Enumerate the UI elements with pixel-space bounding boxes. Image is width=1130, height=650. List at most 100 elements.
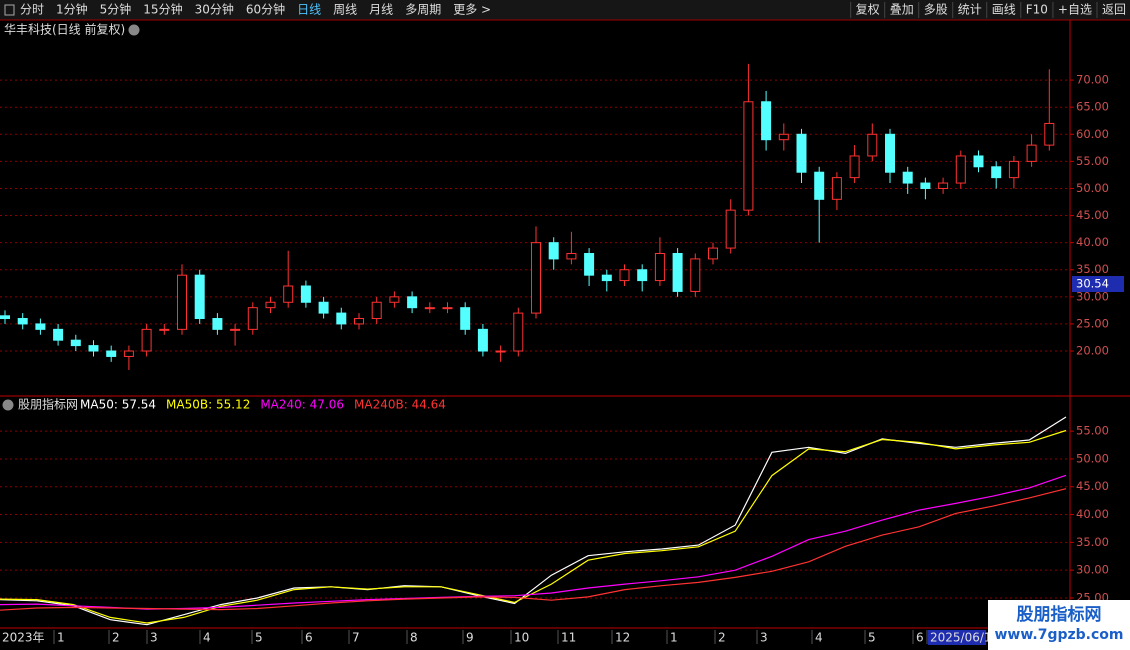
candle-body [1008,160,1019,179]
y-tick-label: 65.00 [1076,100,1109,114]
candle-body [991,166,1002,179]
toolbar-button[interactable]: 多股 [924,3,948,17]
candle-body [548,242,559,260]
candle-body [159,328,170,331]
candle-body [566,252,577,260]
y-tick-label: 35.00 [1076,535,1109,549]
toolbar-button[interactable]: 30分钟 [195,2,234,17]
x-tick-label: 1 [57,631,65,645]
toolbar-button[interactable]: F10 [1026,3,1048,17]
y-tick-label: 35.00 [1076,262,1109,276]
candle-body [371,301,382,320]
y-tick-label: 50.00 [1076,451,1109,465]
toolbar-button[interactable]: 更多 > [453,3,491,17]
y-tick-label: 55.00 [1076,424,1109,438]
candle-body [460,307,471,330]
toolbar-button[interactable]: 画线 [992,3,1016,17]
legend-entry: MA50: 57.54 [80,398,156,412]
toolbar-button[interactable]: 月线 [369,3,393,17]
toolbar-button[interactable]: 复权 [856,3,880,17]
toolbar-button[interactable]: 返回 [1102,3,1126,17]
x-tick-label: 3 [760,631,768,645]
toolbar-button[interactable]: 分时 [20,3,44,17]
x-tick-label: 6 [305,631,313,645]
x-tick-label: 2 [718,631,726,645]
toolbar-button[interactable]: 1分钟 [56,2,88,17]
x-tick-label: 7 [352,631,360,645]
candle-body [1044,122,1055,146]
toolbar-button[interactable]: 周线 [333,3,357,17]
candle-body [902,171,913,184]
x-tick-label: 2025/06/1 [930,631,992,645]
toolbar-button[interactable]: 15分钟 [143,2,182,17]
dropdown-icon[interactable] [2,399,14,411]
candle-body [831,177,842,200]
candle-body [141,328,152,352]
candle-body [247,307,258,330]
watermark-url: www.7gpzb.com [994,627,1123,643]
candle-body [619,269,630,282]
candle-body [300,285,311,303]
x-tick-label: 8 [410,631,418,645]
candle-body [477,328,488,352]
toolbar [0,0,1130,20]
y-tick-label: 60.00 [1076,127,1109,141]
toolbar-button[interactable]: 叠加 [890,3,914,17]
toolbar-button[interactable]: 5分钟 [100,2,132,17]
candle-body [0,315,10,320]
toolbar-button[interactable]: 日线 [297,3,321,17]
date-highlight [928,630,986,645]
y-tick-label: 70.00 [1076,73,1109,87]
candle-body [849,155,860,179]
candle-body [973,155,984,168]
y-tick-label: 30.00 [1076,289,1109,303]
candle-body [867,133,878,157]
y-tick-label: 45.00 [1076,208,1109,222]
dropdown-icon[interactable] [128,24,140,36]
toolbar-button[interactable]: +自选 [1058,3,1092,17]
y-tick-label: 40.00 [1076,507,1109,521]
candle-body [531,242,541,314]
candle-body [53,328,64,341]
candle-body [814,171,825,200]
y-tick-label: 45.00 [1076,479,1109,493]
candle-body [88,345,99,352]
candle-body [725,209,736,249]
toolbar-button[interactable]: 多周期 [405,3,441,17]
candle-body [336,312,347,325]
candle-body [265,301,276,309]
indicator-title: 股朋指标网 [18,397,78,412]
legend-entry: MA240B: 44.64 [354,398,446,412]
candle-body [761,101,772,141]
candle-body [654,252,665,282]
candle-body [938,182,949,189]
legend-entry: MA50B: 55.12 [166,398,250,412]
candle-body [778,133,789,141]
candle-body [389,296,400,303]
candle-body [743,101,754,211]
candle-body [283,285,294,303]
y-tick-label: 40.00 [1076,235,1109,249]
y-tick-label: 55.00 [1076,154,1109,168]
cursor-price: 30.54 [1076,277,1109,291]
candle-body [35,323,46,330]
candle-body [354,318,364,325]
candle-body [708,247,718,260]
y-tick-label: 25.00 [1076,316,1109,330]
candle-body [955,155,966,184]
ma-line [0,488,1067,611]
candle-body [637,269,648,282]
x-tick-label: 12 [615,631,630,645]
toolbar-button[interactable]: 60分钟 [246,2,285,17]
candle-body [177,274,187,330]
y-tick-label: 50.00 [1076,181,1109,195]
menu-icon[interactable] [4,4,15,16]
x-tick-label: 1 [670,631,678,645]
watermark-box [988,600,1130,650]
candle-body [424,307,435,310]
y-tick-label: 20.00 [1076,344,1109,358]
x-tick-label: 11 [561,631,576,645]
legend-entry: MA240: 47.06 [260,398,344,412]
toolbar-button[interactable]: 统计 [958,3,982,17]
x-tick-label: 3 [150,631,158,645]
